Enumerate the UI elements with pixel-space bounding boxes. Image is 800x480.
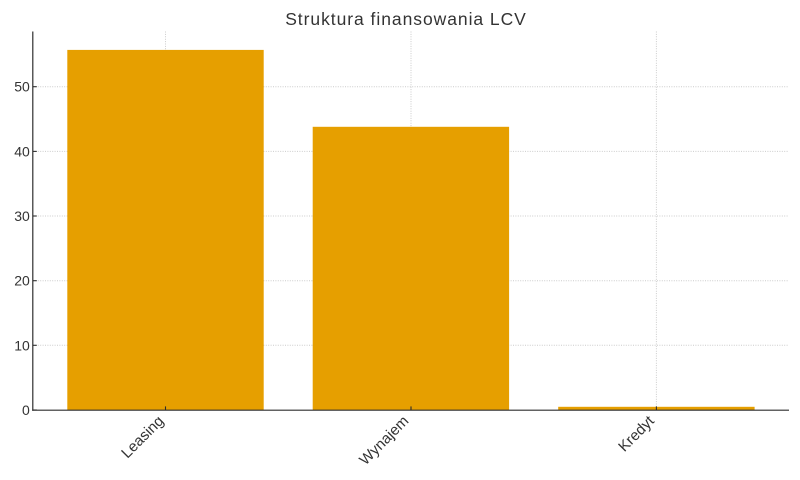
svg-text:50: 50 <box>14 79 30 95</box>
svg-text:10: 10 <box>14 337 30 353</box>
svg-text:20: 20 <box>14 273 30 289</box>
svg-text:40: 40 <box>14 143 30 159</box>
svg-text:30: 30 <box>14 208 30 224</box>
svg-text:0: 0 <box>22 402 30 418</box>
svg-text:Struktura finansowania LCV: Struktura finansowania LCV <box>285 9 527 29</box>
